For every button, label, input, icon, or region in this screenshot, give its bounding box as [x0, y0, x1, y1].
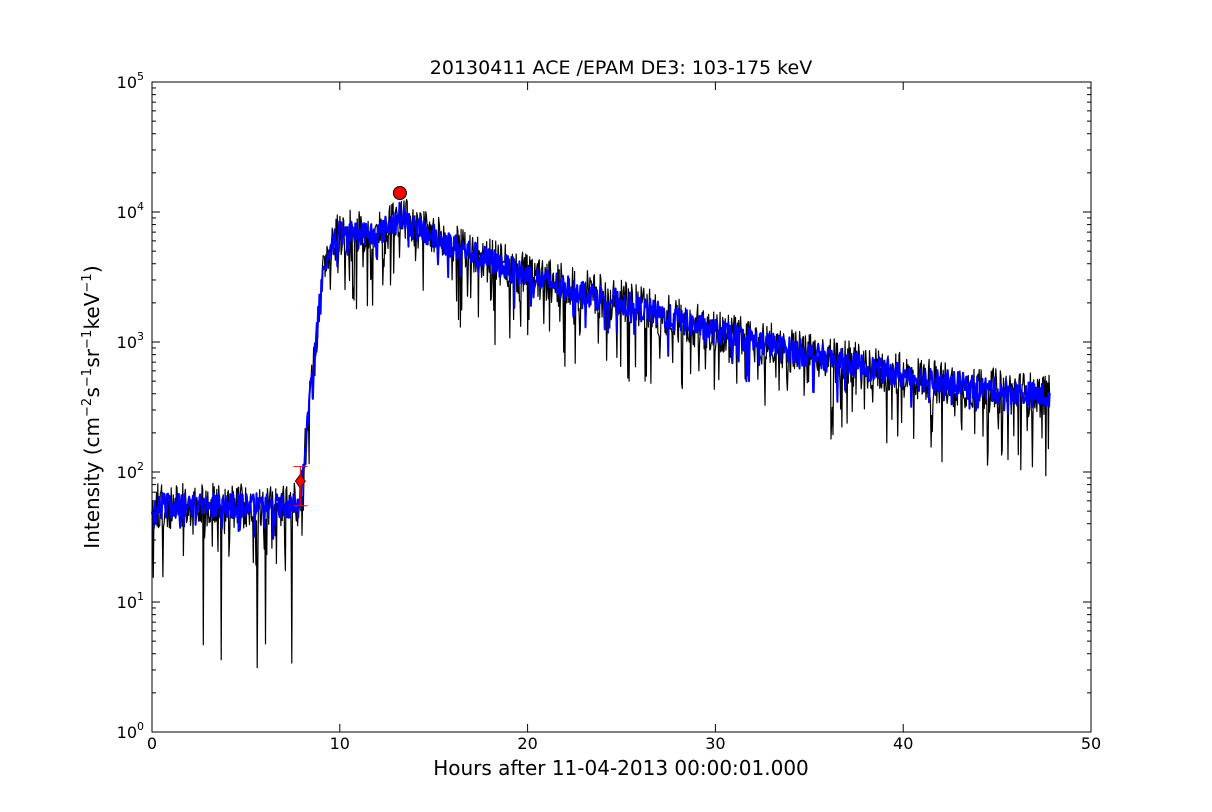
x-axis-label: Hours after 11-04-2013 00:00:01.000	[433, 756, 809, 780]
y-label-sup: −1	[80, 273, 95, 292]
x-tick-labels: 0 10 20 30 40 50	[147, 734, 1101, 753]
marker-layer	[293, 186, 407, 507]
y-tick-label: 103	[117, 330, 144, 352]
y-tick-label: 102	[117, 460, 144, 482]
y-label-part: s	[80, 387, 104, 397]
peak-marker	[392, 186, 407, 201]
series-layer	[151, 198, 1051, 669]
x-tick-label: 10	[330, 734, 350, 753]
y-tick-exponent: 2	[137, 460, 144, 473]
y-tick-exponent: 1	[137, 590, 144, 603]
y-tick-exponent: 0	[137, 720, 144, 733]
y-tick-exponent: 5	[137, 70, 144, 83]
x-tick-label: 20	[517, 734, 537, 753]
y-tick-label: 101	[117, 590, 144, 612]
y-label-part: sr	[80, 348, 104, 367]
y-tick-base: 10	[117, 203, 137, 222]
y-label-part: Intensity (cm	[80, 417, 104, 549]
y-tick-label: 104	[117, 200, 144, 222]
x-tick-label: 40	[893, 734, 913, 753]
y-tick-label: 105	[117, 70, 144, 92]
chart-title: 20130411 ACE /EPAM DE3: 103-175 keV	[430, 57, 812, 79]
ticks-layer	[151, 81, 1092, 733]
y-label-part: keV	[80, 292, 104, 329]
x-tick-label: 50	[1081, 734, 1101, 753]
y-label-sup: −1	[80, 368, 95, 387]
y-tick-base: 10	[117, 463, 137, 482]
y-tick-base: 10	[117, 333, 137, 352]
y-tick-base: 10	[117, 723, 137, 742]
plot-frame	[151, 81, 1092, 733]
x-tick-label: 0	[147, 734, 157, 753]
y-tick-base: 10	[117, 593, 137, 612]
y-label-sup: −1	[80, 330, 95, 349]
series-smoothed-line	[151, 201, 1051, 540]
y-tick-exponent: 3	[137, 330, 144, 343]
y-label-part: )	[80, 265, 104, 273]
y-tick-exponent: 4	[137, 200, 144, 213]
y-tick-base: 10	[117, 73, 137, 92]
y-tick-label: 100	[117, 720, 144, 742]
y-axis-label: Intensity (cm−2 s−1 sr−1 keV−1 )	[80, 265, 104, 548]
y-label-sup: −2	[80, 398, 95, 417]
series-raw-line	[151, 198, 1051, 669]
x-tick-label: 30	[705, 734, 725, 753]
